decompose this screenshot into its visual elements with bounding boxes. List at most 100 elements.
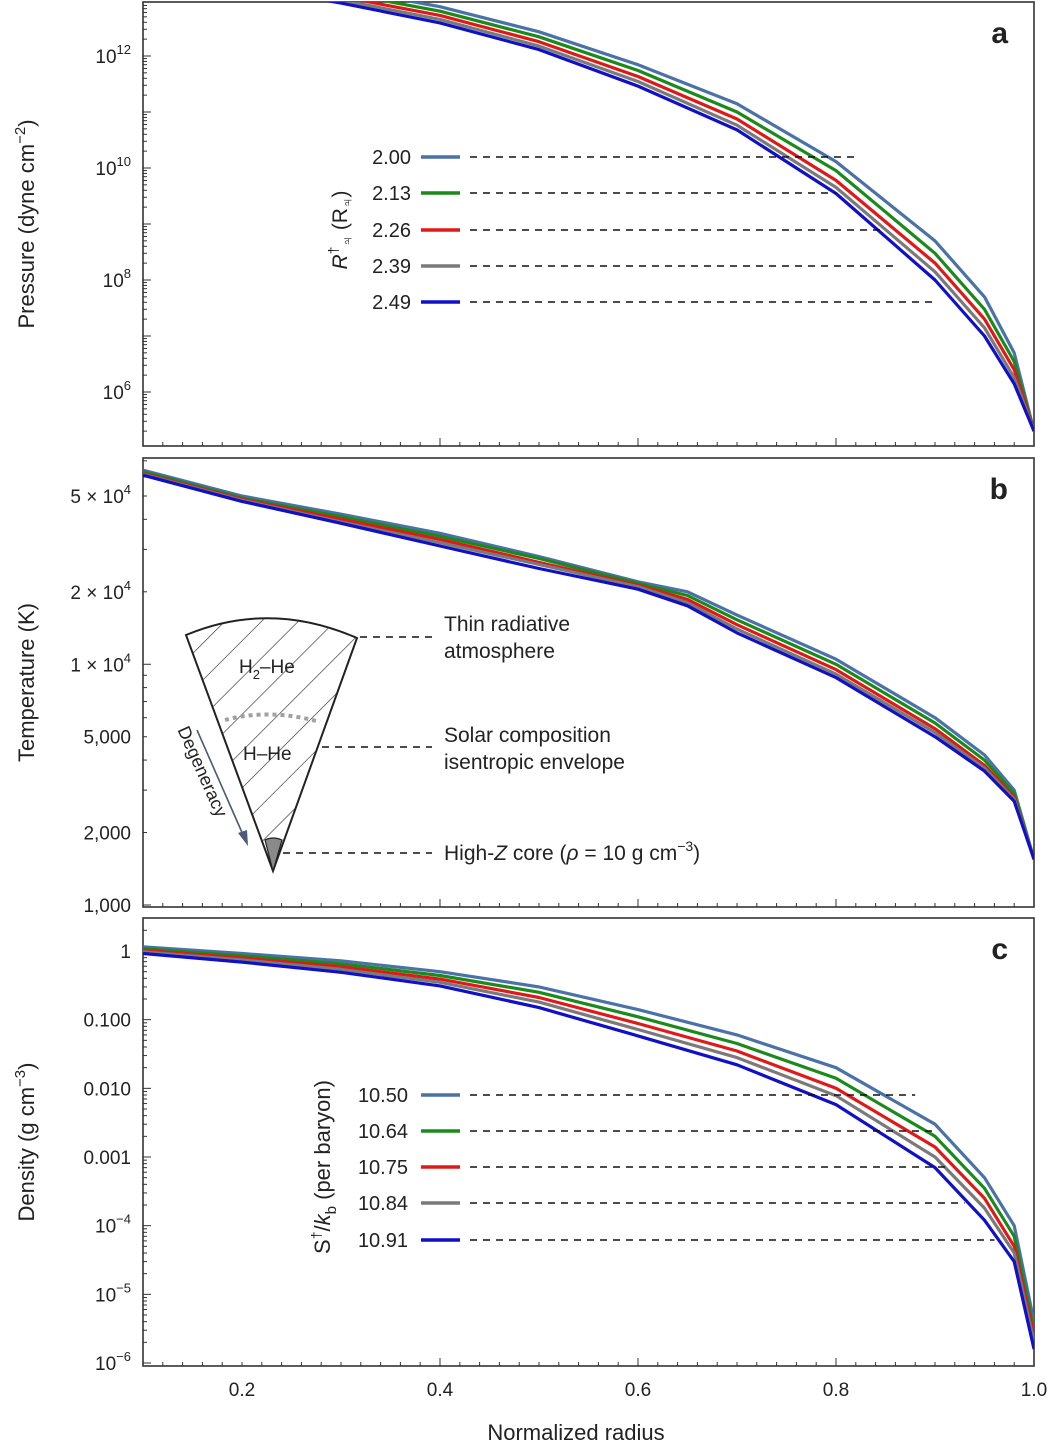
- y-tick-text: 5,000: [83, 728, 131, 749]
- y-tick-base: 10: [103, 271, 124, 292]
- series-group: [325, 2, 1034, 432]
- label-h2-he-sub: 2: [253, 667, 260, 682]
- legend-title-close: ): [329, 191, 352, 198]
- series-line-2.13: [143, 470, 1034, 860]
- y-tick-label: 5,000: [83, 728, 131, 749]
- y-tick-text: 0.100: [83, 1011, 131, 1032]
- panel-b: 1,000 2,000 5,000 1 × 10 42 × 104 5 × 104 b Tem…: [14, 457, 1035, 917]
- legend-title: R†♃ (R♃): [325, 191, 355, 270]
- label-h-he: H–He: [243, 744, 292, 765]
- series-line-2.39: [342, 2, 1034, 432]
- legend-title-main: S: [310, 1239, 335, 1254]
- y-tick-label: 10−4: [95, 1212, 131, 1238]
- legend-title-k-sub: b: [323, 1206, 340, 1214]
- y-tick-exponent: −4: [116, 1212, 131, 1227]
- y-tick-base: 10: [95, 1354, 116, 1375]
- annot-envelope-line2: isentropic envelope: [444, 751, 625, 774]
- label-h2-he-rest: –He: [260, 657, 295, 678]
- legend-title-paren-sub: ♃: [339, 198, 355, 209]
- series-line-2.49: [325, 2, 1034, 432]
- y-tick-mantissa: 1 × 10: [70, 655, 123, 676]
- y-tick-label: 2,000: [83, 824, 131, 845]
- legend-title-rest: (per baryon): [310, 1080, 335, 1206]
- y-axis-title-exponent: −2: [12, 127, 29, 144]
- legend-label: 2.39: [372, 256, 411, 278]
- transition-boundary: [224, 712, 321, 724]
- y-tick-label: 1: [120, 942, 131, 963]
- annot-core: High-Z core (ρ = 10 g cm−3): [444, 838, 700, 865]
- legend-label: 10.75: [358, 1157, 408, 1179]
- legend-label: 2.00: [372, 147, 411, 169]
- y-axis-title: Pressure (dyne cm−2): [12, 119, 39, 328]
- panel-letter: a: [991, 17, 1008, 50]
- annot-core-post: = 10 g cm: [579, 842, 678, 865]
- x-tick-label: 0.8: [823, 1380, 849, 1401]
- panel-letter: c: [991, 933, 1008, 966]
- y-tick-mantissa: 2 × 10: [70, 583, 123, 604]
- legend-label: 2.13: [372, 183, 411, 205]
- annot-envelope-line1: Solar composition: [444, 724, 611, 747]
- legend-title: S†/kb (per baryon): [308, 1080, 340, 1254]
- y-axis-title-close: ): [14, 119, 39, 126]
- annot-core-z: Z: [493, 842, 508, 865]
- y-tick-exponent: 6: [124, 378, 131, 393]
- legend-label: 2.26: [372, 220, 411, 242]
- legend-label: 10.64: [358, 1121, 408, 1143]
- series-group: [143, 468, 1034, 860]
- series-line-10.91: [143, 951, 1034, 1350]
- label-degeneracy: Degeneracy: [174, 723, 232, 820]
- y-axis-title-main: Density (g cm: [14, 1087, 39, 1221]
- legend-label: 10.84: [358, 1193, 408, 1215]
- legend-title-main: R: [329, 254, 352, 269]
- y-tick-text: 0.010: [83, 1079, 131, 1100]
- legend-title-dagger: †: [308, 1231, 324, 1239]
- degeneracy-arrowhead: [238, 830, 248, 846]
- core-region: [264, 837, 283, 874]
- legend-label: 10.50: [358, 1085, 408, 1107]
- planet-wedge: [184, 617, 359, 874]
- y-tick-base: 10: [95, 47, 116, 68]
- y-tick-label: 1012: [95, 42, 131, 68]
- series-group: [143, 945, 1034, 1350]
- annot-core-rho: ρ: [566, 842, 579, 865]
- x-tick-label: 1.0: [1021, 1380, 1047, 1401]
- legend-title-dagger: †: [325, 247, 341, 255]
- y-tick-text: 1,000: [83, 896, 131, 917]
- series-line-2.26: [360, 2, 1034, 432]
- y-tick-label: 108: [103, 266, 131, 292]
- y-tick-label: 5 × 104: [70, 482, 131, 508]
- y-tick-base: 10: [95, 1217, 116, 1238]
- series-line-10.75: [143, 948, 1034, 1337]
- annot-core-mid: core (: [507, 842, 567, 865]
- y-tick-exponent: 4: [124, 578, 131, 593]
- y-tick-exponent: 10: [117, 154, 131, 169]
- series-line-2.26: [143, 471, 1034, 860]
- y-tick-text: 2,000: [83, 824, 131, 845]
- legend-title-k: k: [310, 1213, 335, 1225]
- y-axis-title: Temperature (K): [14, 603, 39, 762]
- y-axis-title-close: ): [14, 1063, 39, 1070]
- y-tick-label: 0.001: [83, 1148, 131, 1169]
- legend-title-paren: (R: [329, 208, 352, 236]
- y-tick-exponent: −6: [116, 1349, 131, 1364]
- y-axis-title-main: Pressure (dyne cm: [14, 144, 39, 329]
- y-axis-title-text: Temperature (K): [14, 603, 39, 762]
- y-tick-label: 10−5: [95, 1280, 131, 1306]
- y-tick-base: 10: [95, 1285, 116, 1306]
- annot-core-pre: High-: [444, 842, 494, 865]
- annot-atmosphere-line2: atmosphere: [444, 640, 555, 663]
- y-tick-base: 10: [103, 383, 124, 404]
- y-tick-label: 106: [103, 378, 131, 404]
- series-line-10.64: [143, 947, 1034, 1331]
- y-tick-exponent: 12: [117, 42, 131, 57]
- degeneracy-arrow: [196, 729, 245, 838]
- y-tick-label: 2 × 104: [70, 578, 131, 604]
- annot-core-exp: −3: [677, 838, 693, 854]
- panel-letter: b: [990, 473, 1008, 506]
- series-line-10.84: [143, 950, 1034, 1343]
- x-axis-title: Normalized radius: [487, 1420, 664, 1443]
- y-tick-mantissa: 5 × 10: [70, 487, 123, 508]
